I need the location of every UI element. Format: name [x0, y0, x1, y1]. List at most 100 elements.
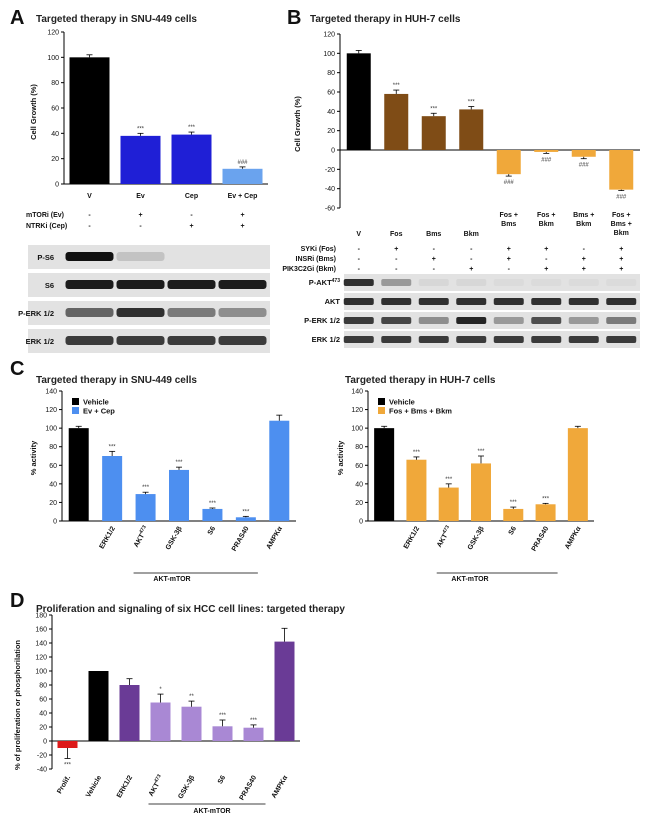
- bar: [169, 469, 189, 521]
- treatment-mark: -: [88, 212, 91, 219]
- x-category-label: V: [356, 231, 361, 238]
- x-category-label: Ev: [136, 193, 145, 200]
- blot-band: [456, 298, 487, 305]
- treatment-row-label: PIK3C2Gi (Bkm): [282, 266, 336, 273]
- panel-b-ylabel: Cell Growth (%): [293, 96, 302, 152]
- treatment-table-b: SYKi (Fos) - + - - + + - + INSRi (Bms) - - + - + - + + PIK…: [282, 246, 623, 273]
- significance-mark: ***: [430, 106, 438, 112]
- bar: [346, 53, 371, 151]
- x-category-label: AMPKα: [564, 525, 583, 551]
- chart-d: -40-20020406080100120140160180**********…: [35, 613, 300, 805]
- blot-band: [65, 308, 114, 317]
- legend-swatch: [72, 398, 79, 405]
- treatment-row-label: SYKi (Fos): [301, 246, 336, 253]
- panel-letter-a: A: [10, 7, 24, 29]
- treatment-mark: -: [88, 223, 91, 230]
- legend-label: Vehicle: [83, 398, 109, 407]
- significance-mark: ***: [209, 501, 217, 507]
- y-tick-label: 100: [47, 55, 59, 62]
- significance-mark: **: [189, 694, 194, 700]
- bar: [88, 671, 109, 741]
- treatment-mark: -: [433, 246, 436, 253]
- treatment-mark: -: [139, 223, 142, 230]
- significance-mark: *: [159, 687, 162, 693]
- treatment-mark: -: [358, 256, 361, 263]
- significance-mark: ***: [542, 496, 550, 502]
- blot-label: P-AKT473: [309, 278, 340, 287]
- blot-band: [494, 279, 524, 286]
- blot-band: [456, 279, 487, 286]
- blot-label: ERK 1/2: [26, 337, 54, 346]
- blot-band: [381, 317, 412, 324]
- panel-c-right-ylabel: % activity: [336, 440, 345, 475]
- x-category-label: AMPKα: [271, 774, 290, 800]
- treatment-mark: -: [358, 266, 361, 273]
- y-tick-label: 80: [39, 683, 47, 690]
- treatment-mark: -: [470, 246, 473, 253]
- blot-strip: [344, 274, 640, 291]
- significance-mark: ###: [541, 157, 552, 163]
- blot-band: [531, 298, 562, 305]
- bar: [181, 706, 202, 741]
- blot-band: [418, 279, 449, 286]
- blot-band: [606, 317, 637, 324]
- y-tick-label: 80: [327, 70, 335, 77]
- chart-b: -60 -40 -20 0 20 40 60 80 100 120 *** *** *** ### ### #…: [323, 32, 640, 238]
- x-category-label: GSK-3β: [165, 525, 184, 551]
- y-tick-label: 60: [49, 463, 57, 470]
- x-category-label: V: [87, 193, 92, 200]
- significance-mark: ***: [242, 509, 250, 515]
- y-tick-label: 100: [45, 426, 57, 433]
- treatment-mark: +: [619, 246, 623, 253]
- significance-mark: ***: [142, 485, 150, 491]
- significance-mark: ###: [579, 163, 590, 169]
- y-tick-label: 20: [355, 500, 363, 507]
- bar: [459, 109, 484, 150]
- y-tick-label: 80: [49, 444, 57, 451]
- y-tick-label: 40: [355, 481, 363, 488]
- x-category-label: ERK1/2: [403, 525, 421, 550]
- bar: [150, 702, 171, 741]
- bar: [202, 508, 223, 521]
- treatment-mark: +: [394, 246, 398, 253]
- y-tick-label: 140: [45, 389, 57, 396]
- treatment-mark: -: [358, 246, 361, 253]
- x-category-label: Fos + Bms + Bkm: [611, 212, 632, 237]
- blot-band: [606, 298, 637, 305]
- bar: [406, 459, 427, 521]
- x-category-label: S6: [508, 525, 518, 536]
- treatment-mark: -: [545, 256, 548, 263]
- y-tick-label: 40: [39, 711, 47, 718]
- x-category-label: Cep: [185, 193, 198, 200]
- x-category-label: AKT473: [146, 773, 165, 797]
- treatment-mark: +: [138, 212, 142, 219]
- significance-mark: ###: [504, 180, 515, 186]
- blot-band: [381, 298, 412, 305]
- x-category-label: AKT473: [434, 524, 453, 548]
- y-tick-label: 100: [323, 51, 335, 58]
- y-tick-label: 120: [351, 407, 363, 414]
- blot-band: [381, 336, 412, 343]
- panel-a-title: Targeted therapy in SNU-449 cells: [36, 14, 197, 25]
- y-tick-label: 80: [51, 80, 59, 87]
- treatment-mark: -: [583, 246, 586, 253]
- treatment-mark: +: [432, 256, 436, 263]
- y-tick-label: 120: [47, 30, 59, 37]
- treatment-mark: +: [240, 223, 244, 230]
- x-category-label: PRAS40: [231, 525, 251, 552]
- panel-a-ylabel: Cell Growth (%): [29, 84, 38, 140]
- bar: [102, 456, 123, 521]
- y-tick-label: 140: [35, 641, 47, 648]
- y-tick-label: 0: [53, 519, 57, 526]
- blot-band: [65, 336, 114, 345]
- treatment-mark: +: [240, 212, 244, 219]
- x-category-label: GSK-3β: [467, 525, 486, 551]
- y-tick-label: 40: [49, 481, 57, 488]
- treatment-mark: +: [619, 256, 623, 263]
- significance-mark: ***: [510, 500, 518, 506]
- significance-mark: ###: [616, 195, 627, 201]
- treatment-mark: -: [395, 266, 398, 273]
- blot-band: [568, 336, 599, 343]
- treatment-mark: -: [395, 256, 398, 263]
